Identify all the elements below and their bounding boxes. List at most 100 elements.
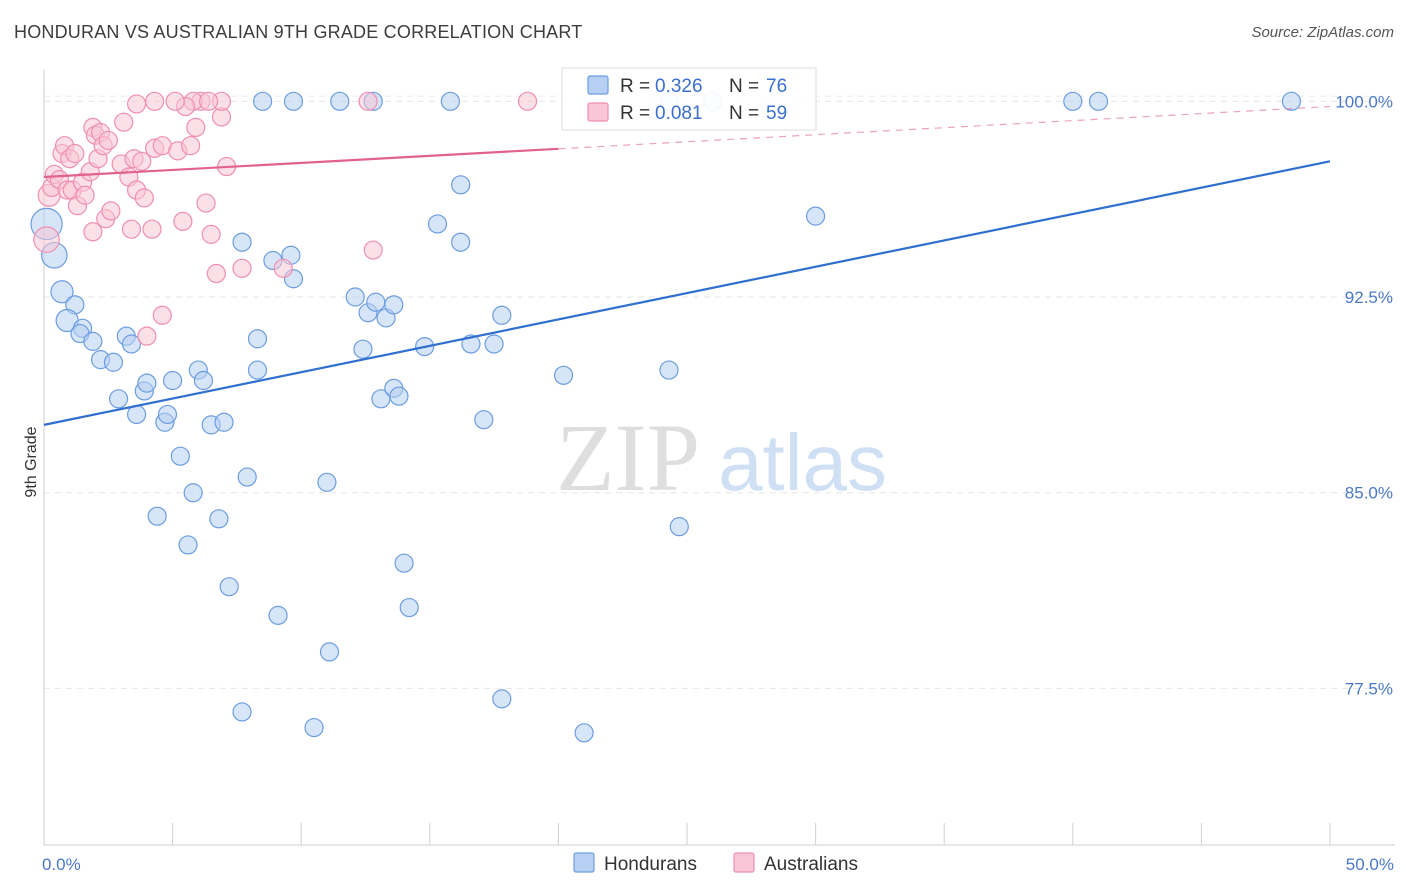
legend-n-value: 59 [766, 103, 787, 124]
australian-point [83, 222, 103, 242]
australian-point [186, 117, 206, 138]
australian-point [33, 226, 60, 253]
honduran-point [484, 334, 504, 354]
watermark-zip: ZIP [556, 404, 700, 511]
data-points [30, 91, 1302, 743]
australian-point [199, 91, 219, 111]
legend-swatch [587, 102, 609, 122]
legend-r-value: 0.081 [655, 103, 703, 124]
honduran-point [157, 404, 178, 425]
bottom-legend: Hondurans Australians [573, 852, 858, 875]
y-tick-label: 77.5% [1345, 679, 1393, 698]
honduran-point [389, 386, 409, 406]
australian-point [114, 112, 134, 132]
honduran-point [83, 331, 103, 351]
australian-point [165, 91, 185, 111]
honduran-point [553, 365, 574, 385]
bottom-legend-label: Hondurans [604, 854, 697, 875]
honduran-point [50, 280, 74, 304]
y-tick-label: 92.5% [1345, 288, 1393, 307]
y-tick-label: 100.0% [1335, 92, 1393, 111]
honduran-point [178, 535, 198, 555]
x-tick-label: 0.0% [42, 855, 81, 874]
legend-swatch [587, 75, 609, 95]
trend-lines [43, 105, 1331, 426]
honduran-point [330, 91, 350, 111]
honduran-point [121, 334, 142, 354]
bottom-legend-swatch [733, 852, 755, 873]
honduran-point [440, 91, 460, 111]
australian-point [173, 211, 193, 231]
honduran-point [253, 91, 273, 111]
honduran-point [345, 287, 365, 307]
honduran-point [384, 295, 404, 315]
legend-n-label: N = [729, 76, 759, 97]
australian-point [206, 263, 226, 284]
australian-point [101, 201, 121, 221]
honduran-point [317, 472, 337, 492]
honduran-point [137, 373, 157, 393]
australian-point [98, 130, 118, 151]
australian-point [75, 185, 95, 205]
honduran-point [474, 410, 494, 430]
honduran-point [805, 206, 826, 226]
legend: R = 0.326 N = 76 R = 0.081 N = 59 [561, 67, 817, 131]
legend-n-value: 76 [766, 76, 787, 97]
australian-point [134, 188, 154, 208]
australian-point [137, 326, 157, 346]
y-tick-label: 85.0% [1345, 484, 1393, 503]
australian-point [232, 258, 252, 278]
australian-point [517, 91, 538, 111]
honduran-point [451, 175, 471, 195]
australian-point [273, 258, 293, 278]
tick-labels: 100.0% 92.5% 85.0% 77.5% 0.0% 50.0% [42, 92, 1394, 874]
honduran-point [108, 389, 129, 409]
australian-trend-line-extension [558, 105, 1331, 150]
australian-point [181, 136, 201, 156]
honduran-point [574, 723, 594, 743]
honduran-point [247, 329, 268, 349]
australian-point [201, 224, 221, 244]
honduran-point [237, 467, 257, 487]
australian-point [121, 219, 142, 239]
honduran-point [399, 597, 419, 618]
honduran-trend-line [43, 160, 1331, 426]
honduran-point [268, 605, 288, 625]
legend-r-label: R = [620, 76, 650, 97]
honduran-point [183, 483, 203, 503]
legend-n-label: N = [729, 103, 759, 124]
honduran-point [492, 305, 512, 325]
honduran-point [283, 91, 304, 111]
australian-point [126, 94, 147, 114]
honduran-point [304, 717, 324, 738]
honduran-point [232, 702, 252, 722]
y-axis-label: 9th Grade [23, 426, 40, 497]
honduran-point [461, 334, 481, 354]
watermark-atlas: atlas [718, 418, 887, 507]
honduran-point [394, 553, 414, 573]
honduran-point [103, 352, 124, 372]
legend-r-value: 0.326 [655, 76, 703, 97]
honduran-point [669, 517, 689, 537]
australian-point [196, 193, 216, 213]
honduran-point [193, 370, 214, 391]
honduran-point [1281, 91, 1302, 111]
chart-title: HONDURAN VS AUSTRALIAN 9TH GRADE CORRELA… [14, 22, 583, 42]
honduran-point [451, 232, 471, 252]
australian-point [65, 143, 85, 164]
legend-r-label: R = [620, 103, 650, 124]
australian-point [142, 219, 162, 239]
honduran-point [319, 642, 340, 662]
honduran-point [427, 214, 448, 234]
honduran-point [1088, 91, 1109, 111]
australian-point [363, 240, 383, 260]
honduran-point [232, 232, 252, 252]
grid-lines [44, 95, 1380, 689]
watermark: ZIP atlas [556, 404, 887, 511]
honduran-point [147, 506, 167, 526]
honduran-point [170, 446, 190, 466]
honduran-point [209, 509, 229, 529]
honduran-point [366, 292, 386, 312]
x-tick-label: 50.0% [1346, 855, 1394, 874]
